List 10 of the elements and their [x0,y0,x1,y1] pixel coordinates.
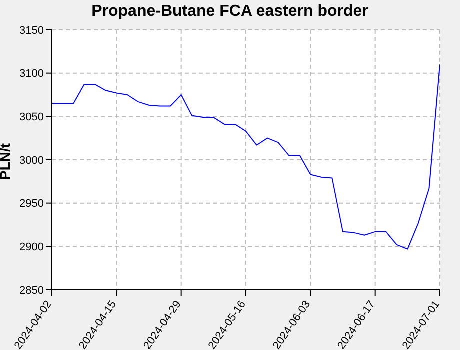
line-series [52,64,440,250]
y-tick-label: 3150 [20,24,44,37]
y-tick-label: 2850 [20,284,44,297]
y-tick-label: 3100 [20,68,44,80]
y-tick-label: 3050 [20,112,44,124]
chart-title: Propane-Butane FCA eastern border [90,3,370,21]
y-tick-label: 2900 [20,242,44,254]
y-tick-label: 2950 [20,198,44,210]
y-tick-label: 3000 [20,154,44,167]
y-axis-title: PLN/t [0,143,13,180]
